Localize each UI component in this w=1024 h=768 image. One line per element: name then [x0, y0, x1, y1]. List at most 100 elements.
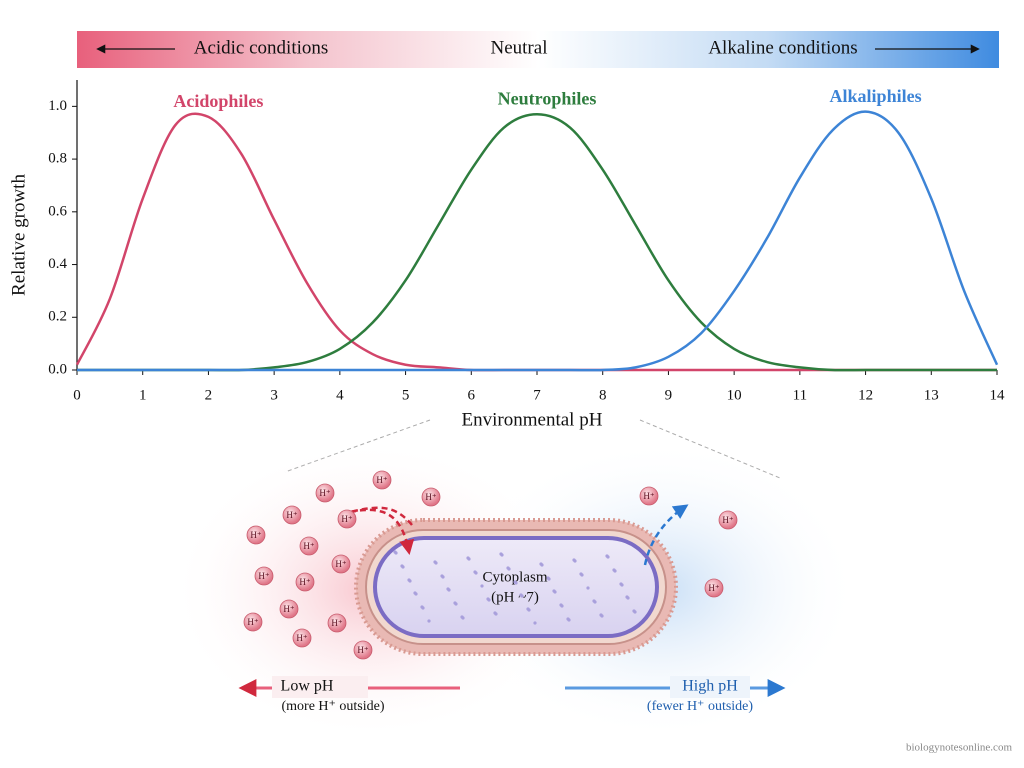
cytoplasm-dot [567, 618, 571, 622]
cytoplasm-dot [520, 594, 524, 598]
cytoplasm-dot [580, 573, 584, 577]
cytoplasm-dot [401, 565, 405, 569]
proton-label: H⁺ [283, 604, 294, 614]
cytoplasm-dot [533, 621, 537, 625]
x-tick-label: 3 [270, 387, 278, 403]
growth-curve [75, 112, 997, 372]
cytoplasm-dot [447, 588, 451, 592]
y-tick-label: 0.2 [48, 309, 67, 325]
plot: 0.00.20.40.60.81.00 1 2 3 4 5 6 7 8 9 10 11 12 13 14En… [8, 80, 1005, 430]
x-tick-label: 13 [924, 387, 939, 403]
x-tick-label: 8 [599, 387, 607, 403]
cytoplasm-dot [474, 571, 478, 575]
banner-label: Neutral [491, 37, 548, 58]
cytoplasm-dot [514, 581, 518, 585]
cytoplasm-dot [507, 567, 511, 571]
cytoplasm-dot [427, 619, 431, 623]
x-tick-label: 0 [73, 387, 81, 403]
proton [331, 554, 351, 574]
x-tick-label: 6 [468, 387, 476, 403]
proton-label: H⁺ [331, 618, 342, 628]
cell-membrane [373, 536, 659, 638]
cytoplasm-dot [487, 598, 491, 602]
proton [295, 572, 315, 592]
proton-in-arrow [349, 506, 413, 526]
x-tick-label: 2 [205, 387, 213, 403]
x-tick-label: 1 [139, 387, 147, 403]
x-tick-label: 11 [793, 387, 807, 403]
cytoplasm-dot [494, 612, 498, 616]
proton [704, 578, 724, 598]
proton-label: H⁺ [258, 571, 269, 581]
cytoplasm-dot [553, 590, 557, 594]
low-ph-note: (more H⁺ outside) [281, 699, 384, 714]
cytoplasm-dot [454, 602, 458, 606]
illustration: Cytoplasm (pH ~7) Low pH (more H⁺ outsid… [170, 419, 860, 740]
proton-label: H⁺ [286, 510, 297, 520]
label-bg [272, 676, 368, 698]
cytoplasm-dot [633, 610, 637, 614]
proton [372, 470, 392, 490]
y-tick-label: 0.6 [48, 203, 67, 219]
cytoplasm-dot [467, 557, 471, 561]
series-label: Alkaliphiles [830, 86, 922, 106]
proton-label: H⁺ [303, 541, 314, 551]
proton [246, 525, 266, 545]
cytoplasm-dot [593, 600, 597, 604]
proton-label: H⁺ [250, 530, 261, 540]
cytoplasm-dot [394, 551, 398, 555]
cytoplasm-dot [573, 559, 577, 563]
proton-label: H⁺ [376, 475, 387, 485]
cytoplasm-label: Cytoplasm [482, 569, 547, 585]
x-tick-label: 5 [402, 387, 410, 403]
proton-label: H⁺ [643, 491, 654, 501]
proton [279, 599, 299, 619]
proton-label: H⁺ [335, 559, 346, 569]
cytoplasm-dot [626, 596, 630, 600]
growth-curve [76, 110, 999, 372]
proton [299, 536, 319, 556]
cytoplasm-dot [547, 577, 551, 581]
proton [243, 612, 263, 632]
proton-label: H⁺ [708, 583, 719, 593]
cytoplasm-dot [434, 561, 438, 565]
cytoplasm-ph: (pH ~7) [491, 589, 539, 605]
x-tick-label: 7 [533, 387, 541, 403]
proton-label: H⁺ [247, 617, 258, 627]
x-tick-label: 12 [858, 387, 873, 403]
cytoplasm-dot [600, 614, 604, 618]
y-tick-label: 0.0 [48, 361, 67, 377]
cytoplasm-dot [540, 563, 544, 567]
x-tick-label: 14 [990, 387, 1006, 403]
ph-banner [77, 31, 999, 68]
low-ph-label: Low pH [281, 678, 334, 695]
cytoplasm-dot [500, 553, 504, 557]
cytoplasm-dot [441, 575, 445, 579]
proton [254, 566, 274, 586]
cytoplasm-dot [461, 616, 465, 620]
banner-label: Acidic conditions [194, 37, 329, 58]
series-label: Acidophiles [173, 91, 263, 111]
cytoplasm-dot [606, 555, 610, 559]
cytoplasm-dot [527, 608, 531, 612]
proton [421, 487, 441, 507]
high-ph-note: (fewer H⁺ outside) [647, 699, 753, 714]
cytoplasm-dot [408, 579, 412, 583]
proton [282, 505, 302, 525]
series-label: Neutrophiles [498, 88, 597, 108]
cytoplasm-dot [480, 584, 484, 588]
proton-in-arrow [349, 508, 415, 555]
x-tick-label: 10 [727, 387, 742, 403]
label-bg [670, 676, 750, 698]
x-axis-label: Environmental pH [462, 409, 603, 430]
proton [639, 486, 659, 506]
cytoplasm-dot [613, 569, 617, 573]
y-axis-label: Relative growth [8, 174, 29, 296]
y-tick-label: 0.8 [48, 151, 67, 167]
proton-label: H⁺ [319, 488, 330, 498]
watermark: biologynotesonline.com [906, 742, 1012, 754]
proton [315, 483, 335, 503]
proton [327, 613, 347, 633]
